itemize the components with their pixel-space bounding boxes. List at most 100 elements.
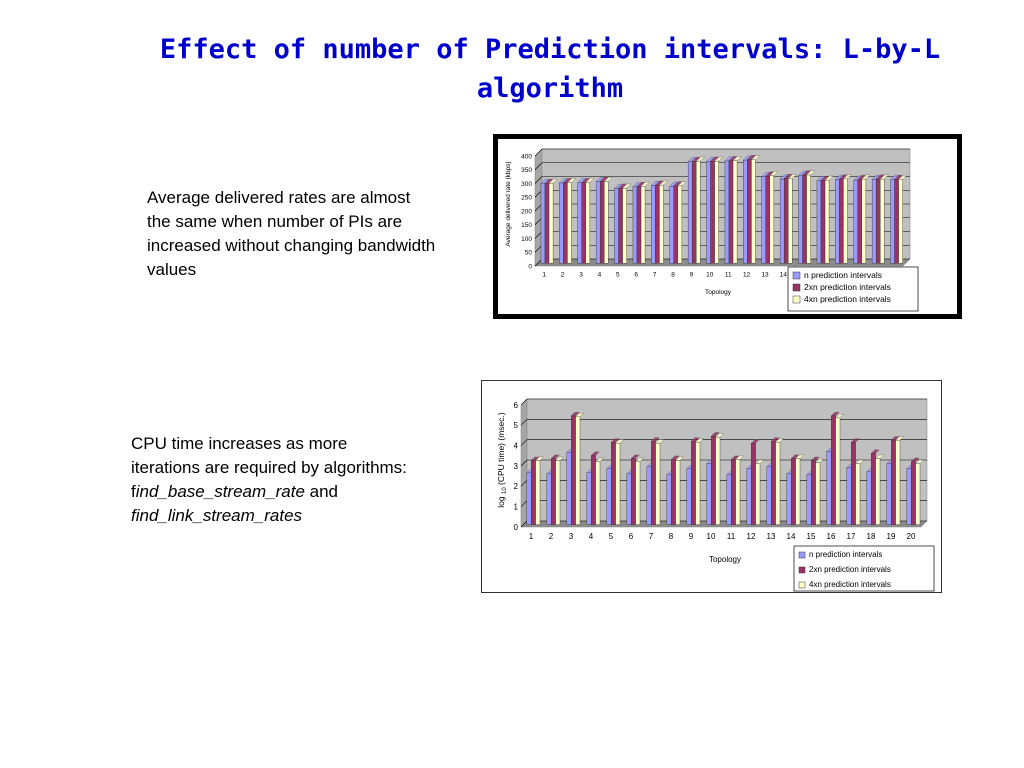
bar-top-s3-c4 — [603, 177, 613, 182]
bar-s1-c6 — [626, 473, 632, 525]
x-tick-label: 10 — [707, 532, 716, 541]
bar-s1-c10 — [706, 161, 711, 264]
bar-s3-c5 — [622, 187, 627, 264]
gridline-depth — [534, 162, 543, 170]
bar-top-s2-c10 — [710, 432, 720, 437]
cpu-time-note: CPU time increases as more iterations ar… — [131, 432, 411, 528]
bar-top-s3-c20 — [898, 174, 908, 180]
bar-top-s2-c7 — [650, 437, 660, 442]
bar-top-s3-c10 — [715, 433, 724, 438]
bar-top-s3-c12 — [755, 459, 764, 464]
bar-s2-c10 — [710, 435, 716, 525]
bar-top-s3-c18 — [861, 174, 871, 180]
bar-s1-c11 — [724, 160, 730, 264]
bar-s3-c14 — [795, 458, 801, 525]
bar-top-s2-c18 — [870, 449, 880, 454]
x-tick-label: 2 — [549, 532, 554, 541]
bar-s2-c5 — [618, 187, 623, 264]
legend-label-2: 2xn prediction intervals — [804, 282, 891, 292]
bar-s3-c9 — [695, 442, 701, 525]
x-tick-label: 1 — [529, 532, 534, 541]
bar-top-s3-c1 — [548, 178, 558, 184]
bar-s2-c15 — [811, 460, 816, 525]
bar-s1-c9 — [686, 468, 692, 525]
bar-s2-c9 — [691, 161, 697, 264]
bar-s2-c7 — [650, 441, 656, 525]
cpu-time-chart-frame: 0 1 2 3 4 5 6 1 2 3 4 5 6 7 8 9 10 11 12 13 14 15 16 17 18 19 20 To… — [481, 380, 942, 593]
bar-s3-c3 — [585, 182, 591, 264]
bar-top-s2-c5 — [610, 438, 620, 443]
bar-s3-c6 — [635, 461, 641, 525]
bar-s1-c4 — [586, 472, 592, 525]
bar-s2-c17 — [839, 178, 844, 264]
y-axis-title-rest: (CPU time) (msec.) — [496, 412, 506, 487]
bar-s3-c4 — [604, 181, 609, 264]
x-tick-label: 5 — [609, 532, 614, 541]
bar-s1-c8 — [669, 186, 674, 264]
legend-swatch-1 — [792, 271, 801, 280]
bar-top-s2-c15 — [810, 456, 820, 461]
x-tick-label: 10 — [706, 272, 714, 279]
bar-s2-c14 — [783, 178, 789, 264]
legend-label-1: n prediction intervals — [804, 270, 882, 280]
y-tick-label: 5 — [514, 421, 519, 430]
y-tick-label: 0 — [514, 523, 519, 532]
bar-s2-c11 — [730, 459, 736, 525]
bar-s3-c2 — [555, 460, 561, 525]
bar-top-s2-c20 — [910, 457, 920, 462]
legend-swatch-3 — [792, 295, 801, 304]
y-axis-title: Average delivered rate (kbps) — [505, 161, 512, 246]
bar-s3-c16 — [824, 179, 830, 264]
bar-s2-c20 — [894, 179, 899, 264]
bar-s1-c7 — [651, 185, 656, 264]
x-tick-label: 14 — [780, 272, 788, 279]
bar-top-s3-c13 — [775, 438, 784, 443]
bar-s1-c1 — [540, 183, 546, 264]
bar-s1-c19 — [871, 179, 877, 264]
bar-s3-c1 — [548, 182, 554, 264]
bar-s1-c12 — [743, 159, 748, 264]
slide-title: Effect of number of Prediction intervals… — [159, 34, 941, 104]
y-tick-label: 300 — [521, 181, 532, 188]
bar-s2-c18 — [871, 453, 876, 525]
bar-top-s3-c8 — [675, 456, 684, 461]
gridline-depth — [520, 419, 528, 426]
x-tick-label: 2 — [561, 272, 565, 279]
bar-top-s2-c12 — [750, 439, 760, 444]
x-tick-label: 9 — [690, 272, 694, 279]
x-tick-label: 19 — [887, 532, 896, 541]
bar-top-s3-c15 — [806, 170, 816, 176]
bar-top-s3-c2 — [567, 178, 577, 183]
bar-s3-c19 — [895, 440, 901, 525]
y-tick-label: 4 — [514, 441, 519, 450]
y-tick-label: 1 — [514, 502, 519, 511]
x-tick-label: 17 — [847, 532, 856, 541]
bar-s3-c16 — [835, 417, 841, 525]
bar-top-s3-c17 — [843, 174, 853, 179]
legend-label-2: 2xn prediction intervals — [809, 565, 891, 574]
bar-top-s3-c19 — [879, 174, 889, 180]
gridline-depth — [534, 176, 543, 184]
bar-s2-c6 — [636, 186, 642, 264]
bar-s3-c15 — [806, 174, 811, 264]
x-tick-label: 13 — [761, 272, 769, 279]
gridline-depth — [520, 439, 528, 446]
x-tick-label: 5 — [616, 272, 620, 279]
bar-s1-c6 — [632, 186, 638, 264]
bar-top-s3-c8 — [677, 181, 687, 187]
bar-s1-c11 — [726, 474, 732, 525]
bar-top-s3-c9 — [695, 156, 705, 162]
bar-s3-c15 — [815, 462, 821, 525]
bar-s1-c4 — [595, 181, 601, 264]
x-tick-label: 3 — [569, 532, 574, 541]
bar-s3-c10 — [714, 160, 719, 264]
bar-s3-c12 — [755, 463, 761, 525]
bar-top-s3-c6 — [635, 457, 644, 462]
bar-s3-c11 — [732, 160, 738, 264]
bar-s3-c13 — [769, 175, 775, 264]
bar-s1-c7 — [646, 466, 652, 525]
bar-s2-c14 — [791, 458, 796, 525]
bar-top-s3-c16 — [835, 414, 844, 418]
gridline-depth — [520, 480, 528, 487]
delivered-rate-chart-area: 0 50 100 150 200 250 300 350 400 1 2 3 4 5 6 7 8 9 10 11 12 1… — [498, 139, 957, 314]
